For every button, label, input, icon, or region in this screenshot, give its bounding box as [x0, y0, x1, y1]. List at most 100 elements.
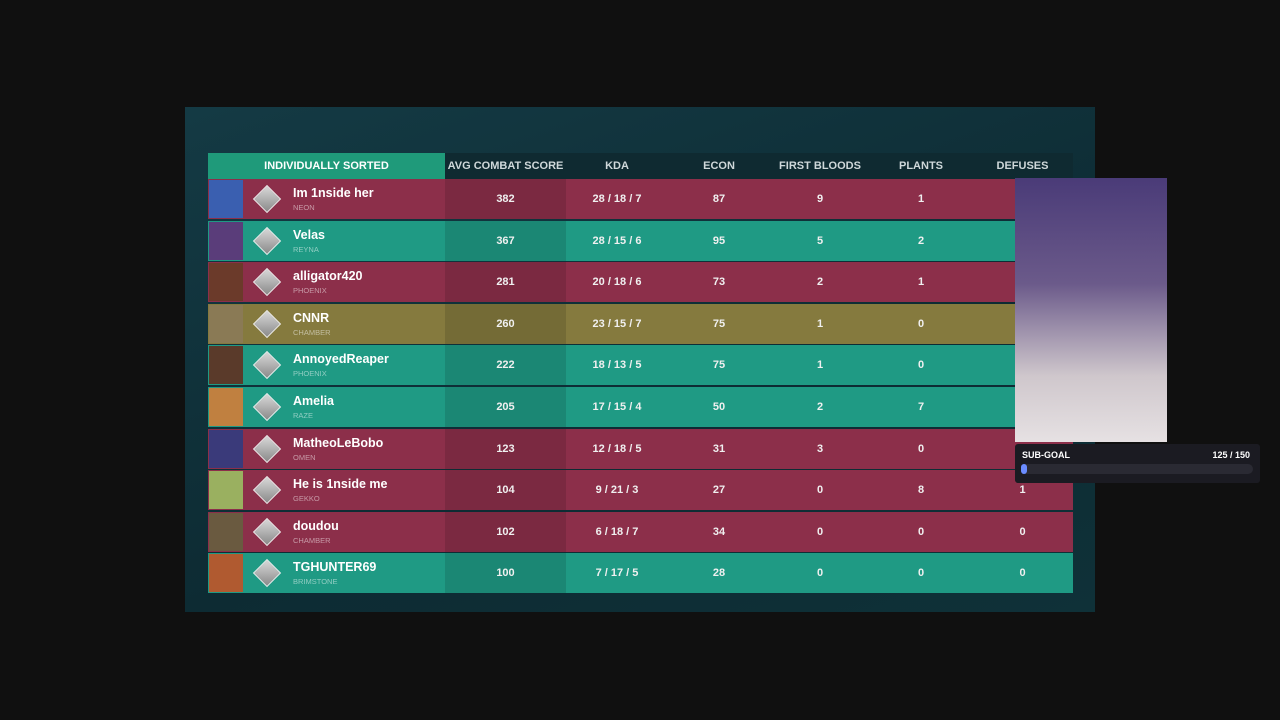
player-row: MatheoLeBobo OMEN 123 12 / 18 / 5 31 3 0	[208, 428, 1073, 469]
first-bloods-value: 1	[816, 317, 824, 330]
plants-value: 0	[917, 359, 925, 372]
econ-value: 75	[712, 317, 726, 330]
acs-column-shade	[445, 345, 566, 386]
rank-icon	[252, 351, 282, 380]
rank-icon	[252, 226, 282, 255]
acs-value: 205	[496, 401, 515, 413]
econ-value: 87	[712, 193, 726, 205]
player-name: Im 1nside her	[293, 186, 374, 200]
kda-value: 12 / 18 / 5	[592, 442, 642, 455]
rank-icon	[252, 392, 282, 422]
plants-value: 0	[917, 525, 925, 538]
first-bloods-value: 2	[816, 276, 824, 289]
plants-value: 8	[917, 484, 925, 497]
plants-value: 1	[917, 276, 925, 289]
player-row: doudou CHAMBER 102 6 / 18 / 7 34 0 0 0	[208, 511, 1073, 552]
agent-name: REYNA	[293, 244, 319, 254]
player-name: CNNR	[293, 310, 330, 325]
acs-column-shade	[445, 553, 566, 594]
kda-value: 20 / 18 / 6	[592, 276, 642, 289]
acs-column-shade	[445, 428, 566, 469]
defuses-value: 1	[1019, 484, 1026, 497]
column-header: AVG COMBAT SCORE	[445, 153, 566, 179]
agent-name: CHAMBER	[293, 535, 331, 545]
player-row: Amelia RAZE 205 17 / 15 / 4 50 2 7	[208, 387, 1073, 427]
rank-icon	[252, 559, 282, 588]
agent-name: CHAMBER	[293, 327, 331, 337]
rank-icon	[252, 268, 282, 297]
acs-column-shade	[445, 511, 566, 552]
plants-value: 0	[917, 442, 925, 455]
agent-name: PHOENIX	[293, 369, 327, 379]
acs-value: 367	[496, 234, 515, 247]
acs-column-shade	[445, 303, 566, 344]
player-row: alligator420 PHOENIX 281 20 / 18 / 6 73 2 1	[208, 262, 1073, 303]
plants-value: 1	[917, 193, 925, 205]
econ-value: 31	[712, 442, 726, 455]
agent-portrait	[209, 554, 243, 593]
column-header: INDIVIDUALLY SORTED	[208, 153, 445, 179]
kda-value: 23 / 15 / 7	[592, 317, 642, 330]
agent-portrait	[209, 388, 243, 426]
acs-value: 100	[496, 567, 515, 580]
agent-portrait	[209, 429, 243, 468]
acs-value: 281	[496, 276, 515, 289]
defuses-value: 0	[1019, 525, 1026, 538]
acs-value: 222	[496, 359, 515, 372]
kda-value: 6 / 18 / 7	[595, 525, 639, 538]
acs-value: 382	[496, 193, 515, 205]
first-bloods-value: 2	[816, 401, 824, 413]
econ-value: 50	[712, 401, 726, 413]
sub-goal-label: SUB-GOAL	[1022, 450, 1070, 460]
rank-icon	[252, 434, 282, 463]
column-header: DEFUSES	[972, 153, 1073, 179]
player-name: AnnoyedReaper	[293, 352, 389, 367]
progress-fill	[1021, 464, 1027, 474]
agent-portrait	[209, 221, 243, 260]
first-bloods-value: 3	[816, 442, 824, 455]
plants-value: 2	[917, 234, 925, 247]
column-header: KDA	[566, 153, 668, 179]
acs-column-shade	[445, 387, 566, 427]
first-bloods-value: 0	[816, 567, 824, 580]
player-name: Velas	[293, 227, 325, 242]
kda-value: 9 / 21 / 3	[595, 484, 639, 497]
first-bloods-value: 9	[816, 193, 824, 205]
agent-name: RAZE	[293, 411, 314, 420]
acs-column-shade	[445, 470, 566, 511]
agent-name: NEON	[293, 203, 315, 212]
first-bloods-value: 0	[816, 484, 824, 497]
player-row: Im 1nside her NEON 382 28 / 18 / 7 87 9 1	[208, 179, 1073, 219]
column-header: ECON	[668, 153, 770, 179]
agent-portrait	[209, 263, 243, 302]
kda-value: 17 / 15 / 4	[592, 401, 642, 413]
kda-value: 28 / 15 / 6	[592, 234, 642, 247]
rank-icon	[252, 517, 282, 546]
acs-column-shade	[445, 179, 566, 219]
sub-goal-progress: 125 / 150	[1212, 450, 1250, 460]
player-name: MatheoLeBobo	[293, 435, 384, 450]
column-header: FIRST BLOODS	[770, 153, 870, 179]
player-row: He is 1nside me GEKKO 104 9 / 21 / 3 27 0 8 1	[208, 470, 1073, 511]
acs-column-shade	[445, 220, 566, 261]
agent-portrait	[209, 304, 243, 343]
agent-portrait	[209, 180, 243, 218]
player-row: TGHUNTER69 BRIMSTONE 100 7 / 17 / 5 28 0 0 0	[208, 553, 1073, 594]
acs-column-shade	[445, 262, 566, 303]
kda-value: 7 / 17 / 5	[595, 567, 639, 580]
acs-value: 102	[496, 525, 515, 538]
agent-name: PHOENIX	[293, 286, 327, 296]
webcam	[1015, 178, 1167, 442]
econ-value: 28	[712, 567, 726, 580]
progress-track	[1021, 464, 1253, 474]
acs-value: 260	[496, 317, 515, 330]
plants-value: 7	[917, 401, 925, 413]
agent-name: GEKKO	[293, 494, 320, 504]
agent-name: OMEN	[293, 452, 316, 462]
econ-value: 95	[712, 234, 726, 247]
sub-goal-box: SUB-GOAL 125 / 150	[1015, 444, 1260, 483]
agent-name: BRIMSTONE	[293, 577, 338, 587]
rank-icon	[252, 309, 282, 338]
agent-portrait	[209, 346, 243, 385]
first-bloods-value: 5	[816, 234, 824, 247]
